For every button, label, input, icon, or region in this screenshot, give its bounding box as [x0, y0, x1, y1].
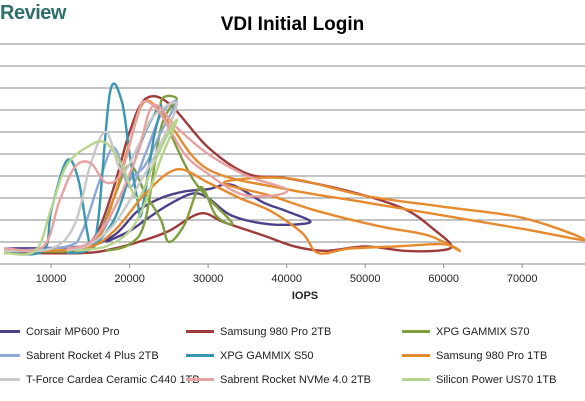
legend-item-0: Corsair MP600 Pro: [0, 326, 120, 338]
x-tick-label-5: 60000: [428, 273, 459, 285]
x-tick-label-0: 10000: [36, 273, 67, 285]
legend-label-6: T-Force Cardea Ceramic C440 1TB: [26, 374, 200, 386]
legend-label-8: Silicon Power US70 1TB: [436, 374, 557, 386]
legend-item-2: XPG GAMMIX S70: [402, 326, 530, 338]
legend-swatch-0: [0, 329, 20, 333]
x-tick-labels: 10000 20000 30000 40000 50000 60000 70000: [36, 273, 538, 285]
legend-item-8: Silicon Power US70 1TB: [402, 374, 556, 386]
legend-item-5: Samsung 980 Pro 1TB: [402, 350, 547, 362]
legend-swatch-3: [0, 353, 20, 357]
chart-plot: 10000 20000 30000 40000 50000 60000 70000: [0, 43, 585, 285]
legend-item-6: T-Force Cardea Ceramic C440 1TB: [0, 374, 200, 386]
legend-item-4: XPG GAMMIX S50: [186, 350, 314, 362]
legend-swatch-6: [0, 377, 20, 381]
legend-label-1: Samsung 980 Pro 2TB: [220, 326, 332, 338]
legend-item-3: Sabrent Rocket 4 Plus 2TB: [0, 350, 159, 362]
legend-label-7: Sabrent Rocket NVMe 4.0 2TB: [220, 374, 372, 386]
series-line-8: [3, 118, 179, 256]
series-line-5: [3, 99, 585, 255]
series-line-7: [3, 100, 289, 252]
legend-item-1: Samsung 980 Pro 2TB: [186, 326, 331, 338]
legend: Corsair MP600 Pro Samsung 980 Pro 2TB XPG …: [0, 318, 585, 401]
x-axis-label: IOPS: [291, 290, 319, 302]
series-lines: [3, 82, 585, 256]
x-tick-label-6: 70000: [507, 273, 538, 285]
chart-title: VDI Initial Login: [220, 14, 365, 35]
x-axis: [0, 263, 585, 268]
site-logo: Review: [0, 2, 66, 24]
x-tick-label-2: 30000: [193, 273, 224, 285]
x-tick-label-1: 20000: [114, 273, 145, 285]
legend-label-2: XPG GAMMIX S70: [436, 326, 530, 338]
legend-label-3: Sabrent Rocket 4 Plus 2TB: [26, 350, 159, 362]
legend-swatch-2: [402, 329, 430, 333]
legend-label-4: XPG GAMMIX S50: [220, 350, 314, 362]
series-line-1: [3, 94, 453, 255]
legend-label-0: Corsair MP600 Pro: [26, 326, 120, 338]
legend-label-5: Samsung 980 Pro 1TB: [436, 350, 548, 362]
x-tick-label-3: 40000: [271, 273, 302, 285]
legend-swatch-1: [186, 329, 214, 333]
legend-swatch-4: [186, 353, 214, 357]
series-line-6: [3, 101, 178, 253]
legend-swatch-7: [186, 377, 214, 381]
legend-swatch-5: [402, 353, 430, 357]
legend-item-7: Sabrent Rocket NVMe 4.0 2TB: [186, 374, 371, 386]
series-line-0: [3, 183, 312, 250]
legend-swatch-8: [402, 377, 430, 381]
x-tick-label-4: 50000: [350, 273, 381, 285]
